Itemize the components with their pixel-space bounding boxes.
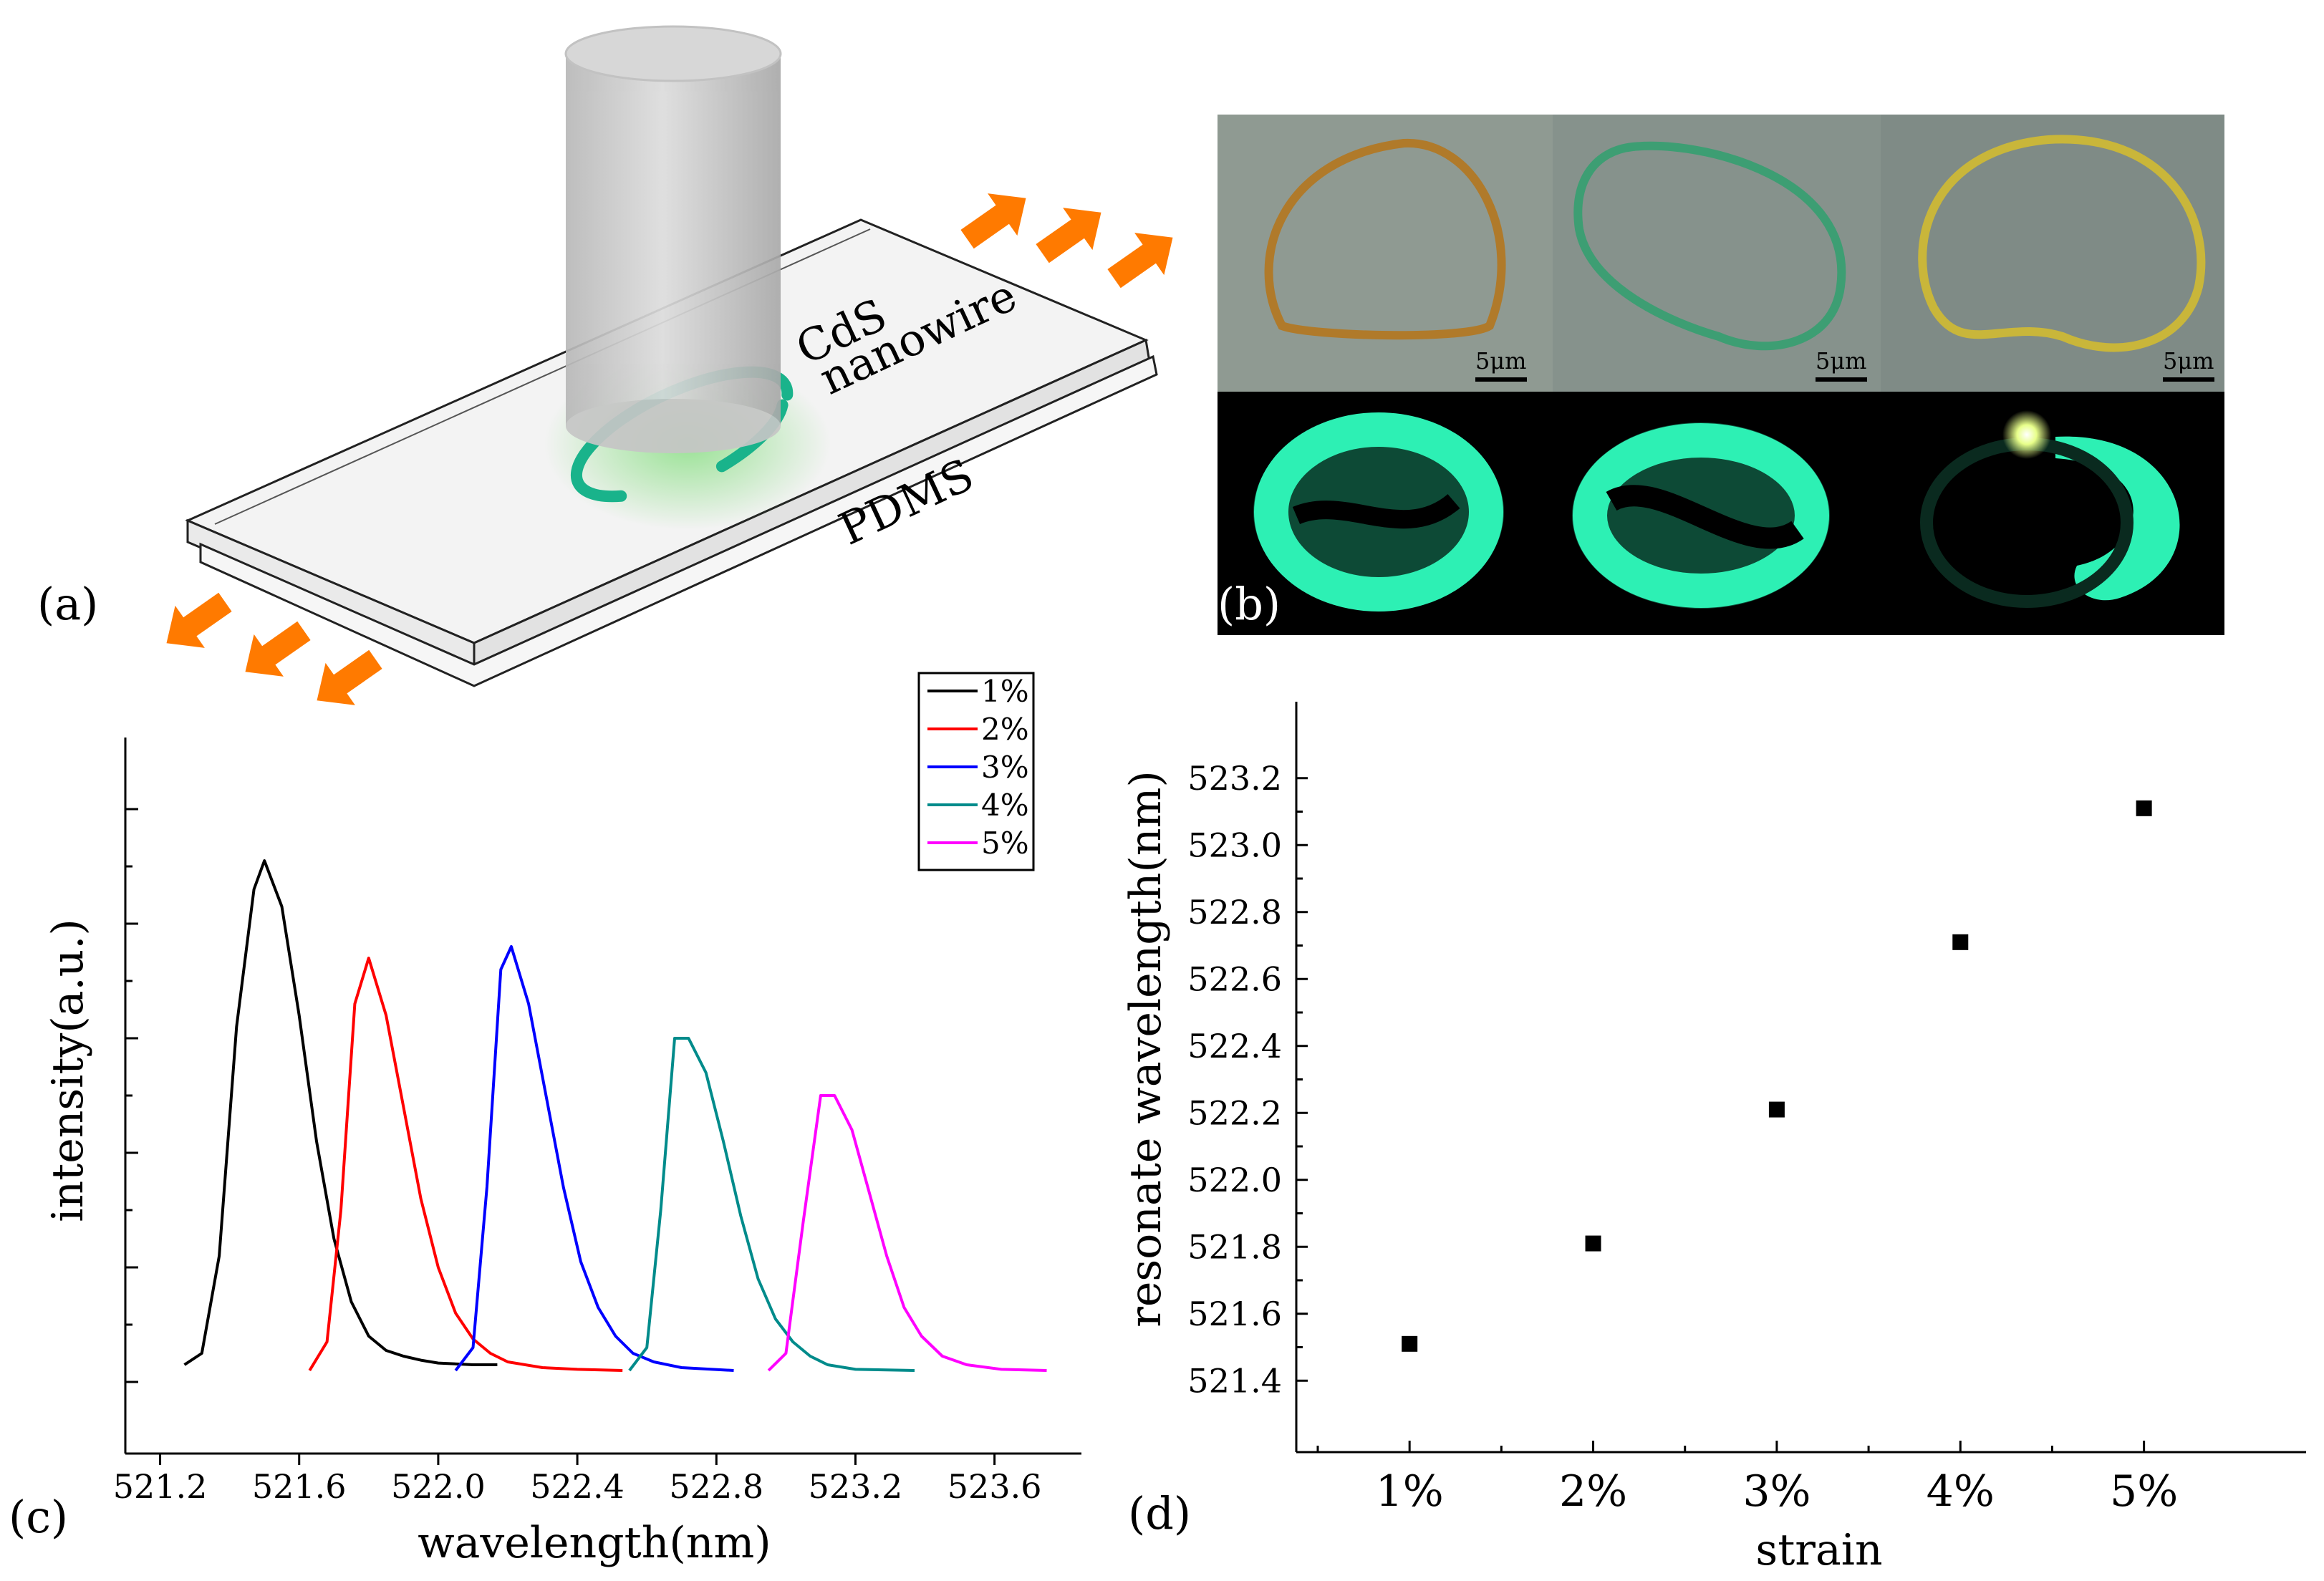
optical-ring-3 xyxy=(1918,135,2206,352)
chart-c-spectra: 521.2 521.6 522.0 522.4 522.8 523.2 523.6 1%2%… xyxy=(9,672,1081,1568)
y-tick-label: 522.0 xyxy=(1187,1161,1282,1199)
data-point-2 xyxy=(1585,1235,1601,1252)
x-tick-label: 521.6 xyxy=(252,1467,347,1506)
laser-cylinder xyxy=(564,25,782,453)
y-tick-label: 522.4 xyxy=(1187,1027,1282,1065)
emission-ring-1 xyxy=(1253,412,1504,611)
arrow-icon xyxy=(245,621,311,677)
panel-d-tag: (d) xyxy=(1128,1487,1191,1539)
excitation-spot xyxy=(2002,410,2051,459)
data-point-1 xyxy=(1402,1335,1418,1352)
y-tick-label: 522.8 xyxy=(1187,893,1282,932)
arrow-icon xyxy=(166,592,232,648)
chart-d-points xyxy=(1402,800,2152,1352)
panel-c-tag: (c) xyxy=(9,1491,68,1543)
y-tick-label: 521.8 xyxy=(1187,1227,1282,1266)
chart-d-scatter: 521.4 521.6 521.8 522.0 522.2 522.4 522.6 522.8… xyxy=(1121,702,2306,1575)
arrow-icon xyxy=(960,193,1026,249)
chart-c-y-ticks xyxy=(125,808,138,1383)
chart-d-x-ticks: 1% 2% 3% 4% 5% xyxy=(1316,1441,2178,1517)
panel-a-tag: (a) xyxy=(37,578,98,630)
chart-c-xlabel: wavelength(nm) xyxy=(418,1518,771,1568)
x-tick-label: 522.8 xyxy=(669,1467,763,1506)
panel-a-schematic: CdS nanowire PDMS (a) xyxy=(37,25,1173,705)
series-line-1 xyxy=(183,859,498,1366)
data-point-4 xyxy=(1952,934,1969,950)
data-point-3 xyxy=(1768,1101,1785,1118)
x-tick-label: 521.2 xyxy=(113,1467,208,1506)
x-tick-label: 2% xyxy=(1559,1466,1627,1517)
svg-text:5μm: 5μm xyxy=(1816,347,1867,374)
chart-c-ylabel: intensity(a.u.) xyxy=(43,919,93,1222)
scale-bar-2: 5μm xyxy=(1816,347,1867,382)
arrow-icon xyxy=(1107,233,1173,289)
svg-text:5μm: 5μm xyxy=(1475,347,1527,374)
chart-c-x-ticks: 521.2 521.6 522.0 522.4 522.8 523.2 523.6 xyxy=(113,1454,1042,1506)
svg-text:5μm: 5μm xyxy=(2163,347,2214,374)
legend-label: 4% xyxy=(981,788,1029,823)
arrow-icon xyxy=(1036,208,1101,264)
y-tick-label: 522.6 xyxy=(1187,959,1282,998)
optical-ring-2 xyxy=(1573,141,1846,351)
x-tick-label: 3% xyxy=(1742,1466,1810,1517)
chart-d-y-ticks: 521.4 521.6 521.8 522.0 522.2 522.4 522.6 522.8… xyxy=(1187,759,1308,1400)
optical-image-3 xyxy=(1881,115,2224,392)
emission-ring-2 xyxy=(1572,422,1830,609)
emission-ring-3 xyxy=(1920,410,2180,608)
scale-bar-1: 5μm xyxy=(1475,347,1527,382)
y-tick-label: 523.0 xyxy=(1187,826,1282,864)
arrow-icon xyxy=(317,649,382,705)
x-tick-label: 1% xyxy=(1376,1466,1444,1517)
chart-d-xlabel: strain xyxy=(1755,1525,1882,1575)
scale-bar-3: 5μm xyxy=(2163,347,2214,382)
legend-label: 5% xyxy=(981,826,1029,861)
x-tick-label: 522.0 xyxy=(391,1467,486,1506)
stretch-arrows xyxy=(166,193,1173,705)
x-tick-label: 523.6 xyxy=(948,1467,1042,1506)
series-line-4 xyxy=(628,1037,915,1372)
chart-c-series xyxy=(183,859,1047,1372)
chart-d-ylabel: resonate wavelength(nm) xyxy=(1121,770,1171,1328)
y-tick-label: 523.2 xyxy=(1187,759,1282,798)
legend-label: 1% xyxy=(981,674,1029,709)
x-tick-label: 523.2 xyxy=(809,1467,903,1506)
x-tick-label: 4% xyxy=(1927,1466,1995,1517)
x-tick-label: 522.4 xyxy=(530,1467,625,1506)
x-tick-label: 5% xyxy=(2110,1466,2178,1517)
series-line-2 xyxy=(308,957,623,1372)
y-tick-label: 521.4 xyxy=(1187,1361,1282,1400)
y-tick-label: 521.6 xyxy=(1187,1295,1282,1333)
legend-label: 3% xyxy=(981,750,1029,785)
data-point-5 xyxy=(2136,800,2152,816)
optical-ring-1 xyxy=(1264,138,1506,340)
optical-image-2 xyxy=(1553,115,1881,392)
legend-label: 2% xyxy=(981,712,1029,747)
chart-c-legend: 1%2%3%4%5% xyxy=(917,672,1035,871)
series-line-3 xyxy=(454,945,734,1372)
panel-b-micrographs: 5μm 5μm 5μm (b) xyxy=(1218,115,2224,635)
y-tick-label: 522.2 xyxy=(1187,1093,1282,1132)
series-line-5 xyxy=(767,1094,1047,1372)
panel-b-tag: (b) xyxy=(1218,578,1281,630)
